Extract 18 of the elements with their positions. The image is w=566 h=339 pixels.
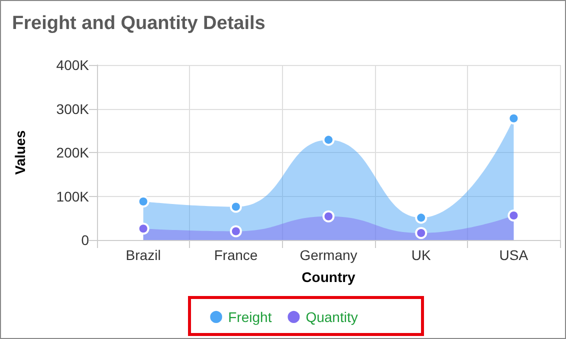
- y-tick-label: 100K: [56, 188, 90, 204]
- x-tick-label: UK: [411, 247, 432, 263]
- x-tick-label: Germany: [300, 247, 358, 263]
- x-tick-label: USA: [499, 247, 529, 263]
- point: [415, 227, 428, 239]
- legend-label: Quantity: [306, 309, 358, 325]
- x-tick-label: Brazil: [126, 247, 161, 263]
- x-axis-title: Country: [302, 269, 356, 285]
- x-tick-label: France: [214, 247, 258, 263]
- legend-label: Freight: [228, 309, 272, 325]
- point: [322, 210, 334, 222]
- y-tick-label: 0: [81, 232, 90, 248]
- chart-title: Freight and Quantity Details: [12, 13, 266, 34]
- y-tick-label: 400K: [56, 57, 90, 73]
- y-tick-label: 300K: [56, 100, 90, 117]
- y-tick-label: 200K: [56, 144, 90, 160]
- point: [230, 225, 242, 238]
- y-axis-title: Values: [12, 130, 28, 175]
